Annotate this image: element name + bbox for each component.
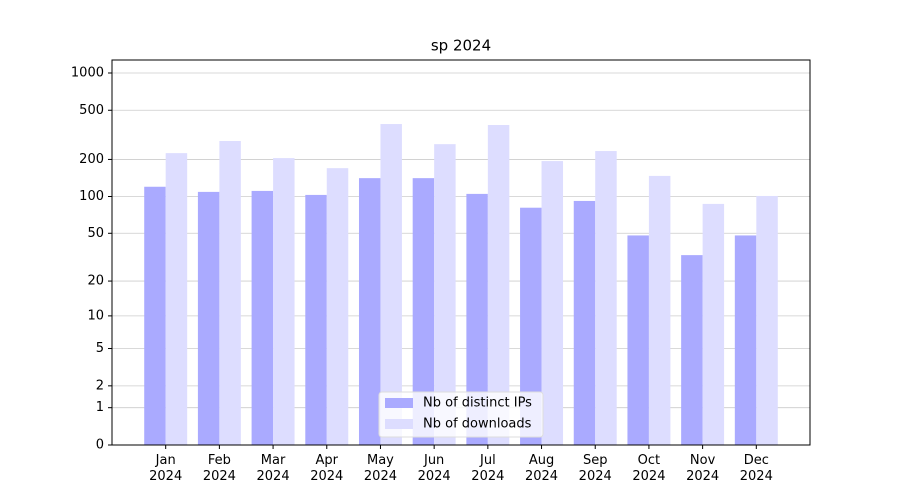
x-tick-label: Feb 2024 <box>202 453 236 484</box>
y-tick-label: 100 <box>79 189 104 204</box>
bar <box>734 235 757 445</box>
x-tick-label: Jul 2024 <box>471 453 505 484</box>
bar <box>144 186 166 445</box>
bar <box>326 168 349 445</box>
x-tick-label: Jan 2024 <box>149 453 183 484</box>
bar <box>756 195 778 445</box>
x-tick-label: Dec 2024 <box>739 453 773 484</box>
legend-box <box>378 391 544 438</box>
bar <box>434 144 456 445</box>
x-tick-label: Nov 2024 <box>686 453 720 484</box>
bar <box>541 161 564 445</box>
bar <box>648 175 671 446</box>
plot-frame <box>111 59 811 446</box>
bar <box>219 141 241 445</box>
y-tick-label: 1000 <box>71 65 104 80</box>
y-tick-label: 10 <box>87 308 104 323</box>
chart-title: sp 2024 <box>431 37 491 55</box>
y-tick-label: 50 <box>87 226 104 241</box>
bar <box>273 158 295 445</box>
y-tick-label: 200 <box>79 152 104 167</box>
y-tick-label: 5 <box>96 341 104 356</box>
x-tick-label: Sep 2024 <box>578 453 612 484</box>
x-tick-label: May 2024 <box>363 453 397 484</box>
x-tick-label: Jun 2024 <box>417 453 451 484</box>
bar <box>595 151 617 445</box>
x-tick-label: Mar 2024 <box>256 453 290 484</box>
legend-label: Nb of downloads <box>423 417 532 432</box>
bar <box>702 203 725 445</box>
bar <box>197 191 220 445</box>
y-tick-label: 500 <box>79 103 104 118</box>
bar <box>412 178 435 446</box>
bar <box>305 194 327 445</box>
legend-swatch <box>385 398 413 408</box>
y-tick-label: 0 <box>96 438 104 453</box>
legend-label: Nb of distinct IPs <box>423 396 532 411</box>
y-tick-label: 2 <box>96 378 104 393</box>
y-tick-label: 1 <box>96 400 104 415</box>
bar <box>466 193 488 445</box>
bar <box>487 124 510 445</box>
x-tick-label: Aug 2024 <box>524 453 559 484</box>
bar <box>251 190 274 445</box>
bar <box>573 200 596 445</box>
bar <box>358 178 381 446</box>
bar <box>681 255 703 445</box>
legend-swatch <box>385 419 413 429</box>
x-tick-label: Apr 2024 <box>310 453 344 484</box>
y-tick-label: 20 <box>87 274 104 289</box>
bar <box>380 124 402 446</box>
bar <box>165 153 188 445</box>
bar <box>627 235 649 445</box>
x-tick-label: Oct 2024 <box>632 453 666 484</box>
bar <box>520 207 542 445</box>
